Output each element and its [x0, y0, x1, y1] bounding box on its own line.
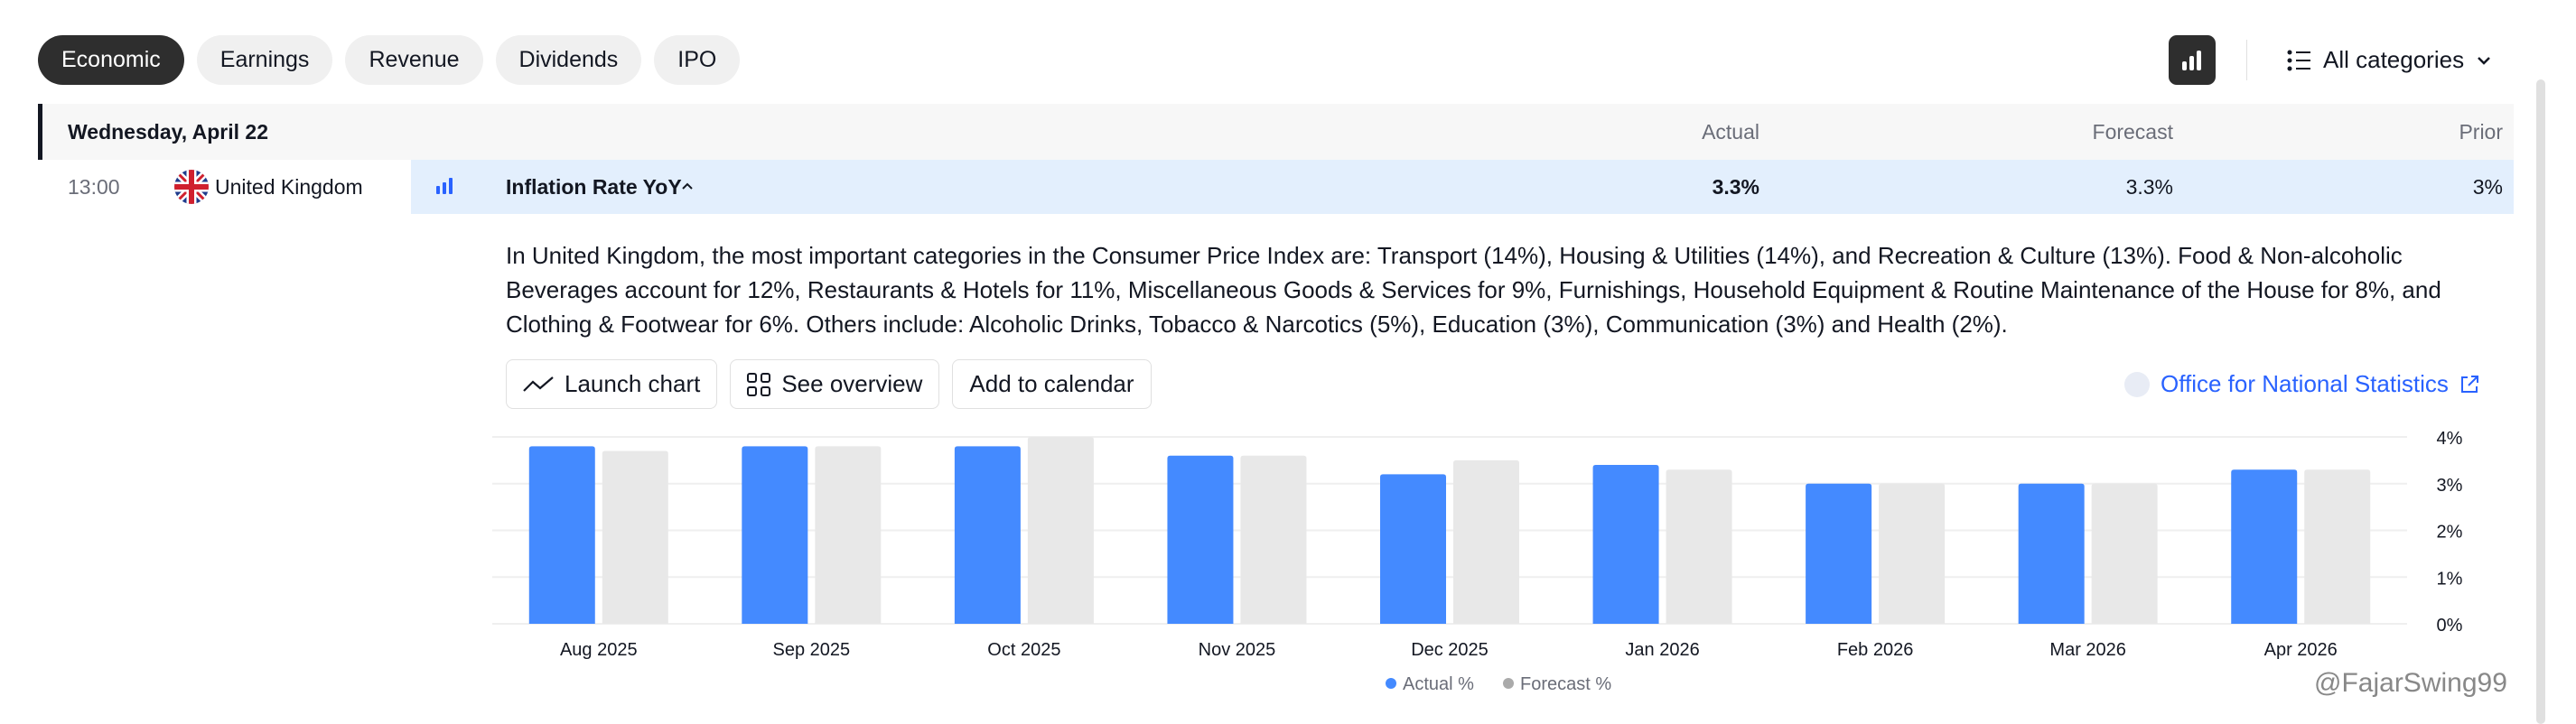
chevron-down-icon [2478, 56, 2490, 65]
tab-economic[interactable]: Economic [38, 35, 184, 85]
chart-view-toggle[interactable] [2169, 35, 2216, 85]
forecast-bar [602, 450, 668, 624]
source-label: Office for National Statistics [2161, 370, 2449, 397]
x-tick-label: Aug 2025 [560, 640, 638, 660]
scrollbar[interactable] [2536, 79, 2545, 724]
source-logo-icon [2124, 371, 2150, 397]
actual-bar [2231, 469, 2298, 624]
event-row-highlight [411, 160, 2514, 214]
legend-label: Forecast % [1520, 674, 1611, 694]
tab-revenue[interactable]: Revenue [345, 35, 483, 85]
forecast-bar [1240, 455, 1307, 624]
trend-line-icon [523, 376, 554, 392]
uk-flag-icon [174, 170, 209, 204]
legend-label: Actual % [1403, 674, 1474, 694]
y-tick-label: 4% [2437, 429, 2463, 449]
categories-label: All categories [2323, 46, 2465, 73]
add-to-calendar-label: Add to calendar [969, 370, 1134, 397]
forecast-bar [1879, 483, 1946, 624]
watermark: @FajarSwing99 [2314, 668, 2507, 698]
forecast-bar [1453, 459, 1519, 624]
event-time: 13:00 [68, 175, 120, 199]
x-tick-label: Mar 2026 [2049, 640, 2126, 660]
x-tick-label: Jan 2026 [1625, 640, 1699, 660]
event-actions: Launch chart See overview Add to calenda… [506, 359, 1152, 409]
actual-bar [954, 446, 1021, 624]
event-row[interactable]: 13:00 United Kingdom Inflation Rate YoY … [38, 160, 2514, 214]
col-prior: Prior [2459, 120, 2503, 144]
categories-dropdown[interactable]: All categories [2287, 40, 2491, 80]
actual-bar [1167, 455, 1234, 624]
x-tick-label: Nov 2025 [1199, 640, 1276, 660]
launch-chart-label: Launch chart [565, 370, 701, 397]
launch-chart-button[interactable]: Launch chart [506, 359, 718, 409]
event-actual: 3.3% [1712, 175, 1759, 199]
forecast-bar [2091, 483, 2158, 624]
x-tick-label: Dec 2025 [1411, 640, 1489, 660]
tab-dividends[interactable]: Dividends [495, 35, 642, 85]
source-link[interactable]: Office for National Statistics [2124, 370, 2479, 398]
chevron-up-icon[interactable] [681, 181, 694, 190]
see-overview-button[interactable]: See overview [730, 359, 940, 409]
event-prior: 3% [2472, 175, 2503, 199]
divider [2246, 40, 2247, 80]
legend-marker [1503, 678, 1514, 689]
category-tabs: Economic Earnings Revenue Dividends IPO [38, 35, 741, 85]
forecast-bar [2304, 469, 2371, 624]
date-label: Wednesday, April 22 [68, 120, 268, 144]
y-tick-label: 1% [2437, 569, 2463, 589]
actual-bar [742, 446, 808, 624]
tab-earnings[interactable]: Earnings [196, 35, 333, 85]
date-header: Wednesday, April 22 Actual Forecast Prio… [38, 104, 2514, 160]
x-tick-label: Feb 2026 [1837, 640, 1914, 660]
x-tick-label: Apr 2026 [2264, 640, 2338, 660]
forecast-bar [815, 446, 882, 624]
bar-chart-icon [2182, 50, 2201, 70]
see-overview-label: See overview [781, 370, 923, 397]
tab-ipo[interactable]: IPO [654, 35, 741, 85]
actual-bar [528, 446, 595, 624]
add-to-calendar-button[interactable]: Add to calendar [952, 359, 1152, 409]
legend-marker [1386, 678, 1396, 689]
event-name[interactable]: Inflation Rate YoY [506, 175, 682, 199]
event-description: In United Kingdom, the most important ca… [506, 242, 2441, 338]
importance-icon [436, 178, 453, 194]
list-icon [2287, 50, 2310, 70]
actual-bar [1380, 474, 1446, 624]
event-forecast: 3.3% [2125, 175, 2173, 199]
actual-bar [1592, 465, 1659, 624]
event-country: United Kingdom [215, 175, 363, 199]
col-forecast: Forecast [2092, 120, 2173, 144]
y-tick-label: 3% [2437, 476, 2463, 496]
x-tick-label: Sep 2025 [773, 640, 851, 660]
x-tick-label: Oct 2025 [987, 640, 1060, 660]
actual-bar [2018, 483, 2085, 624]
external-link-icon [2460, 375, 2478, 393]
col-actual: Actual [1702, 120, 1759, 144]
forecast-bar [1666, 469, 1732, 624]
y-tick-label: 0% [2437, 616, 2463, 636]
y-tick-label: 2% [2437, 523, 2463, 543]
forecast-bar [1027, 437, 1094, 624]
actual-bar [1806, 483, 1872, 624]
grid-icon [747, 372, 771, 396]
